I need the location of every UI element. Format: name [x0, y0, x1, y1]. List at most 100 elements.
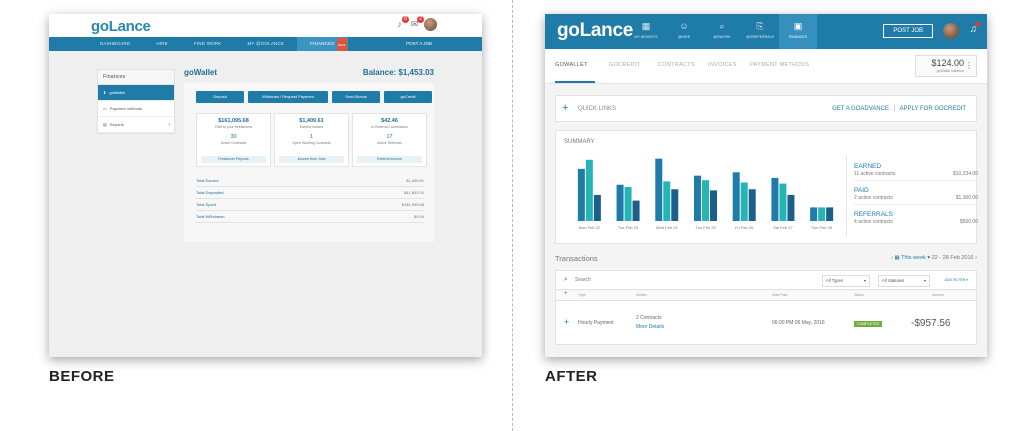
chart-bar: [710, 190, 717, 221]
nav-hire[interactable]: ☺ @HIRE: [665, 14, 703, 49]
send-bonus-button[interactable]: Send Bonus: [332, 91, 380, 103]
message-badge: 2: [417, 16, 424, 23]
total-label[interactable]: Total Withdrawn: [196, 214, 225, 219]
add-filter-label: ADD FILTER: [944, 278, 966, 282]
post-job-link[interactable]: POST A JOB: [406, 41, 432, 46]
referrals-sub: 4 active contracts: [854, 219, 893, 225]
earned-row: 11 active contracts $10,234.00: [854, 171, 978, 177]
paid-amount: $1,300.00: [955, 195, 978, 201]
sidebar-item-gowallet[interactable]: ⬇ goWallet: [98, 85, 174, 101]
tab-invoices[interactable]: INVOICES: [708, 62, 737, 68]
before-content: Finances ⬇ goWallet ▭ Payment methods ▤ Rep…: [49, 51, 482, 357]
nav-finances[interactable]: FINANCES NEW: [297, 37, 348, 52]
more-details-link[interactable]: More Details: [636, 324, 665, 330]
more-options-icon[interactable]: ⋮: [965, 61, 973, 70]
expand-all-icon[interactable]: +: [564, 291, 568, 297]
nav-find-work[interactable]: FIND WORK: [193, 41, 222, 46]
calendar-icon[interactable]: ▦: [894, 255, 900, 261]
add-filter-button[interactable]: ADD FILTER ▾: [944, 278, 968, 282]
nav-my-insights[interactable]: ▦ MY INSIGHTS: [627, 14, 665, 49]
report-icon: ▤: [103, 122, 107, 127]
nav-hire[interactable]: HIRE: [156, 41, 168, 46]
column-header-type[interactable]: Type: [578, 293, 586, 297]
card-icon: ▭: [103, 106, 107, 111]
type-filter-select[interactable]: All Types ▾: [822, 275, 870, 287]
card-paid: $161,095.68 Paid to your freelancers 30 …: [196, 113, 271, 167]
chart-x-tick-label: Wed Feb 24: [656, 225, 678, 230]
divider: [512, 0, 513, 431]
referral-income-link[interactable]: Referral Income: [357, 156, 422, 163]
caret-down-icon[interactable]: ▾: [927, 255, 931, 261]
chevron-right-icon[interactable]: ›: [975, 255, 977, 261]
total-label[interactable]: Total Deposited: [196, 190, 224, 195]
new-badge: NEW: [336, 38, 347, 52]
nav-label: FINANCES: [788, 35, 808, 39]
plus-icon[interactable]: +: [562, 102, 569, 114]
chart-bar: [826, 207, 834, 221]
income-from-jobs-link[interactable]: Income from Jobs: [279, 156, 344, 163]
tab-contracts[interactable]: CONTRACTS: [658, 62, 695, 68]
bell-icon[interactable]: ♫: [970, 22, 980, 35]
gocredit-button[interactable]: goCredit: [384, 91, 432, 103]
after-logo[interactable]: goLance: [557, 20, 634, 41]
referrals-title[interactable]: REFERRALS: [854, 211, 894, 218]
chart-bar: [577, 168, 585, 221]
sidebar-item-payment-methods[interactable]: ▭ Payment methods: [98, 101, 174, 117]
week-selector[interactable]: ‹ ▦ This week ▾ 22 - 28 Feb 2016 ›: [891, 255, 977, 261]
withdraw-button[interactable]: Withdraw / Request Payment: [248, 91, 328, 103]
finance-icon: ▣: [793, 21, 803, 31]
gowallet-panel: goWallet Balance: $1,453.03 Deposit With…: [184, 68, 434, 242]
column-header-date[interactable]: Date Paid: [772, 293, 788, 297]
nav-my-golance[interactable]: MY @GOLANCE: [247, 41, 285, 46]
paid-title[interactable]: PAID: [854, 187, 869, 194]
paid-sub: 2 active contracts: [854, 195, 893, 201]
deposit-button[interactable]: Deposit: [196, 91, 244, 103]
week-label[interactable]: This week: [901, 255, 926, 261]
transactions-title: Transactions: [555, 254, 598, 263]
chart-x-tick-label: Mon Feb 22: [579, 225, 601, 230]
card-value: $1,409.61: [299, 118, 324, 124]
card-label: Paid to your freelancers: [215, 125, 252, 129]
column-header-details[interactable]: Details: [636, 293, 647, 297]
message-icon[interactable]: ✉ 2: [409, 16, 424, 30]
total-label[interactable]: Total Earned: [196, 178, 219, 183]
total-label[interactable]: Total Spent: [196, 202, 217, 207]
search-input[interactable]: [575, 277, 675, 283]
nav-dashboard[interactable]: DASHBOARD: [100, 41, 131, 46]
avatar[interactable]: [943, 23, 959, 39]
tab-gowallet[interactable]: GOWALLET: [555, 62, 588, 68]
table-row[interactable]: + Hourly Payment 2 Contracts More Detail…: [555, 301, 977, 345]
gowallet-body: Deposit Withdraw / Request Payment Send …: [184, 83, 434, 242]
freelancer-payouts-link[interactable]: Freelancer Payouts: [201, 156, 266, 163]
referrals-amount: $500.00: [959, 219, 978, 225]
column-header-amount[interactable]: Amount: [932, 293, 945, 297]
chart-bar: [740, 182, 748, 221]
card-value: $42.46: [381, 118, 398, 124]
earned-title[interactable]: EARNED: [854, 163, 882, 170]
status-filter-select[interactable]: All Statuses ▾: [878, 275, 930, 287]
quick-links-bar: + QUICK LINKS GET A GOADVANCE | APPLY FO…: [555, 95, 977, 122]
chart-bar: [655, 158, 663, 221]
tab-gocredit[interactable]: GOCREDIT: [609, 62, 641, 68]
nav-greferrals[interactable]: ⎘ @GREFERRALS: [741, 14, 779, 49]
bell-icon[interactable]: ♪ 8: [394, 16, 409, 30]
expand-row-icon[interactable]: +: [564, 317, 570, 327]
chevron-left-icon[interactable]: ‹: [891, 255, 893, 261]
avatar[interactable]: [424, 18, 437, 31]
post-job-button[interactable]: POST JOB: [883, 24, 933, 38]
chart-bar: [732, 172, 740, 221]
earned-group: EARNED 11 active contracts $10,234.00: [854, 163, 978, 181]
tab-payment-methods[interactable]: PAYMENT METHODS: [750, 62, 810, 68]
nav-finances[interactable]: ▣ FINANCES: [779, 14, 817, 49]
after-screenshot: goLance ▦ MY INSIGHTS ☺ @HIRE ⌕ @GWORK ⎘ @GR…: [545, 14, 987, 357]
before-logo[interactable]: goLance: [91, 18, 151, 35]
summary-panel: SUMMARY Mon Feb 22 Tue Feb 23 Wed Feb 24 Th…: [555, 130, 978, 244]
column-header-status[interactable]: Status: [854, 293, 864, 297]
card-count-label: Active Referrals: [377, 141, 402, 145]
transactions-header: Transactions ‹ ▦ This week ▾ 22 - 28 Feb…: [555, 252, 977, 266]
nav-gwork[interactable]: ⌕ @GWORK: [703, 14, 741, 49]
goadvance-link[interactable]: GET A GOADVANCE: [832, 106, 889, 112]
referrals-group: REFERRALS 4 active contracts $500.00: [854, 211, 978, 228]
sidebar-item-reports[interactable]: ▤ Reports ›: [98, 117, 174, 133]
gocredit-link[interactable]: APPLY FOR GOCREDIT: [899, 106, 966, 112]
